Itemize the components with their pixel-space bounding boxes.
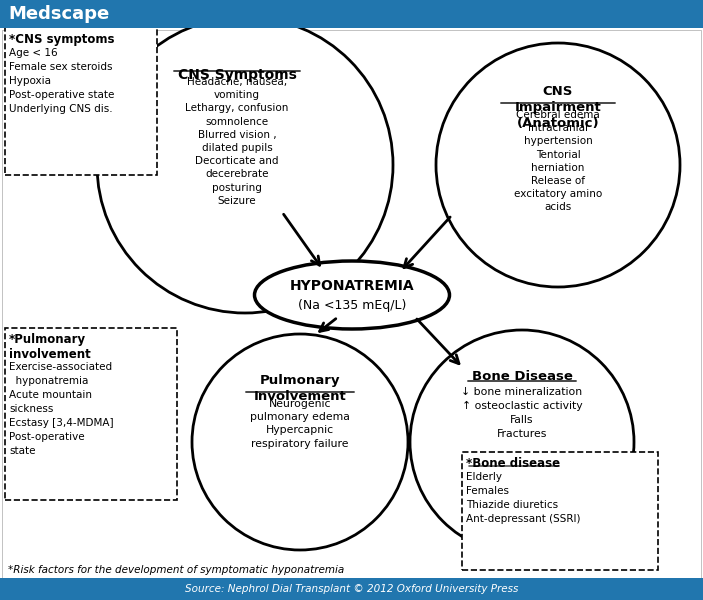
- Text: CNS
Impairment
(Anatomic): CNS Impairment (Anatomic): [515, 85, 601, 130]
- Circle shape: [192, 334, 408, 550]
- Text: *Pulmonary
involvement: *Pulmonary involvement: [9, 333, 91, 361]
- Text: Cerebral edema
Intracranial
hypertension
Tentorial
herniation
Release of
excitat: Cerebral edema Intracranial hypertension…: [514, 110, 602, 212]
- Text: Source: Nephrol Dial Transplant © 2012 Oxford University Press: Source: Nephrol Dial Transplant © 2012 O…: [185, 584, 518, 594]
- Text: *CNS symptoms: *CNS symptoms: [9, 33, 115, 46]
- Circle shape: [436, 43, 680, 287]
- Bar: [462, 452, 658, 570]
- Text: *Bone disease: *Bone disease: [466, 457, 560, 470]
- Circle shape: [410, 330, 634, 554]
- Text: Bone Disease: Bone Disease: [472, 370, 572, 383]
- Bar: [0, 578, 703, 600]
- Text: Exercise-associated
  hyponatremia
Acute mountain
sickness
Ecstasy [3,4-MDMA]
Po: Exercise-associated hyponatremia Acute m…: [9, 362, 114, 456]
- Circle shape: [97, 17, 393, 313]
- Text: Medscape: Medscape: [8, 5, 109, 23]
- Text: Age < 16
Female sex steroids
Hypoxia
Post-operative state
Underlying CNS dis.: Age < 16 Female sex steroids Hypoxia Pos…: [9, 48, 115, 114]
- Bar: [5, 27, 157, 175]
- Text: *Risk factors for the development of symptomatic hyponatremia: *Risk factors for the development of sym…: [8, 565, 344, 575]
- Ellipse shape: [254, 261, 449, 329]
- Text: HYPONATREMIA: HYPONATREMIA: [290, 279, 414, 293]
- Text: Headache, nausea,
vomiting
Lethargy, confusion
somnolence
Blurred vision ,
dilat: Headache, nausea, vomiting Lethargy, con…: [186, 77, 289, 206]
- Bar: [0, 0, 703, 28]
- Text: Elderly
Females
Thiazide diuretics
Ant-depressant (SSRI): Elderly Females Thiazide diuretics Ant-d…: [466, 472, 581, 524]
- Text: Neurogenic
pulmonary edema
Hypercapnic
respiratory failure: Neurogenic pulmonary edema Hypercapnic r…: [250, 399, 350, 449]
- Text: ↓ bone mineralization
↑ osteoclastic activity
Falls
Fractures: ↓ bone mineralization ↑ osteoclastic act…: [461, 387, 583, 439]
- Text: Pulmonary
Involvement: Pulmonary Involvement: [254, 374, 347, 403]
- Text: (Na <135 mEq/L): (Na <135 mEq/L): [298, 298, 406, 311]
- Bar: [5, 328, 177, 500]
- Text: CNS Symptoms: CNS Symptoms: [178, 68, 297, 82]
